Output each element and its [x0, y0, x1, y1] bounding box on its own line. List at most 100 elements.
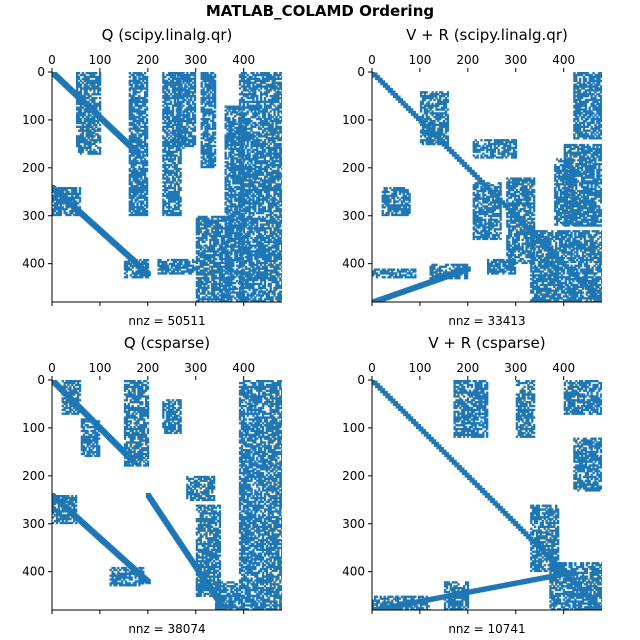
nonzero-block: [167, 190, 171, 194]
nonzero-block: [171, 213, 175, 217]
nonzero-block: [212, 114, 215, 117]
nonzero-block: [202, 112, 205, 115]
nonzero-block: [236, 268, 239, 271]
nonzero-block: [132, 123, 135, 127]
nonzero-block: [271, 236, 274, 240]
nonzero-block: [281, 173, 282, 176]
nonzero-block: [239, 164, 243, 168]
nonzero-block: [212, 75, 215, 79]
nonzero-block: [95, 152, 98, 155]
nonzero-block: [279, 83, 282, 86]
nonzero-block: [271, 85, 274, 88]
nonzero-block: [244, 171, 247, 174]
nonzero-block: [269, 298, 272, 301]
nonzero-block: [258, 135, 261, 138]
nonzero-block: [191, 95, 195, 98]
nonzero-block: [79, 152, 83, 155]
nonzero-block: [206, 102, 209, 105]
nonzero-block: [267, 236, 270, 240]
nonzero-block: [256, 282, 259, 286]
nonzero-block: [171, 208, 175, 211]
nonzero-block: [191, 85, 195, 88]
nonzero-block: [236, 279, 239, 283]
nonzero-block: [269, 123, 272, 127]
nonzero-block: [130, 139, 133, 142]
nonzero-block: [230, 264, 233, 267]
nonzero-block: [204, 98, 207, 102]
nonzero-block: [246, 165, 249, 169]
nonzero-block: [132, 179, 135, 182]
nonzero-block: [180, 125, 183, 128]
nonzero-block: [242, 89, 246, 92]
nonzero-block: [263, 158, 267, 161]
nonzero-block: [236, 161, 239, 164]
nonzero-block: [169, 139, 173, 142]
nonzero-block: [265, 221, 269, 224]
nonzero-block: [93, 91, 96, 94]
nonzero-block: [256, 96, 259, 100]
nonzero-block: [212, 152, 215, 155]
nonzero-block: [91, 75, 94, 79]
nonzero-block: [136, 187, 139, 190]
nonzero-block: [256, 72, 259, 75]
nonzero-block: [169, 114, 173, 117]
nonzero-block: [142, 169, 145, 173]
nonzero-block: [250, 265, 253, 268]
nonzero-block: [265, 104, 269, 107]
nonzero-block: [202, 123, 205, 127]
nonzero-block: [175, 194, 178, 197]
nonzero-block: [279, 210, 282, 213]
nonzero-block: [261, 256, 265, 259]
nonzero-block: [237, 159, 241, 162]
nonzero-block: [144, 198, 147, 201]
nonzero-block: [178, 135, 181, 138]
nonzero-block: [279, 119, 282, 123]
nonzero-block: [184, 98, 187, 102]
nonzero-block: [206, 108, 209, 111]
nonzero-block: [136, 110, 139, 113]
nonzero-block: [252, 288, 255, 291]
nonzero-block: [212, 81, 215, 84]
nonzero-block: [176, 112, 179, 115]
nonzero-block: [259, 211, 263, 215]
nonzero-block: [271, 200, 274, 203]
nonzero-block: [259, 83, 263, 86]
nonzero-block: [97, 79, 100, 82]
nonzero-block: [234, 243, 237, 246]
nonzero-block: [269, 240, 272, 243]
nonzero-block: [254, 194, 257, 197]
nonzero-block: [173, 165, 177, 169]
nonzero-block: [265, 171, 269, 174]
nonzero-block: [277, 118, 280, 121]
nonzero-block: [175, 196, 178, 199]
nonzero-block: [259, 229, 263, 232]
nonzero-block: [213, 89, 217, 92]
nonzero-block: [85, 85, 88, 88]
nonzero-block: [271, 77, 274, 81]
nonzero-block: [263, 244, 267, 247]
nonzero-block: [85, 72, 88, 75]
nonzero-block: [279, 192, 282, 196]
nonzero-block: [232, 111, 235, 114]
nonzero-block: [236, 141, 239, 145]
nonzero-block: [275, 210, 278, 213]
nonzero-block: [248, 217, 251, 220]
nonzero-block: [208, 79, 211, 82]
nonzero-block: [232, 230, 235, 233]
nonzero-block: [236, 272, 239, 275]
nonzero-block: [127, 262, 131, 266]
nonzero-block: [173, 93, 177, 96]
nonzero-block: [164, 167, 167, 171]
nonzero-block: [234, 256, 237, 260]
nonzero-block: [254, 217, 257, 220]
nonzero-block: [171, 196, 175, 199]
nonzero-block: [281, 160, 282, 163]
nonzero-block: [228, 245, 231, 248]
nonzero-block: [252, 254, 255, 257]
nonzero-block: [246, 144, 249, 148]
nonzero-block: [182, 112, 185, 115]
nonzero-block: [130, 188, 133, 192]
nonzero-block: [275, 192, 278, 196]
nonzero-block: [279, 150, 282, 153]
nonzero-block: [275, 223, 278, 226]
